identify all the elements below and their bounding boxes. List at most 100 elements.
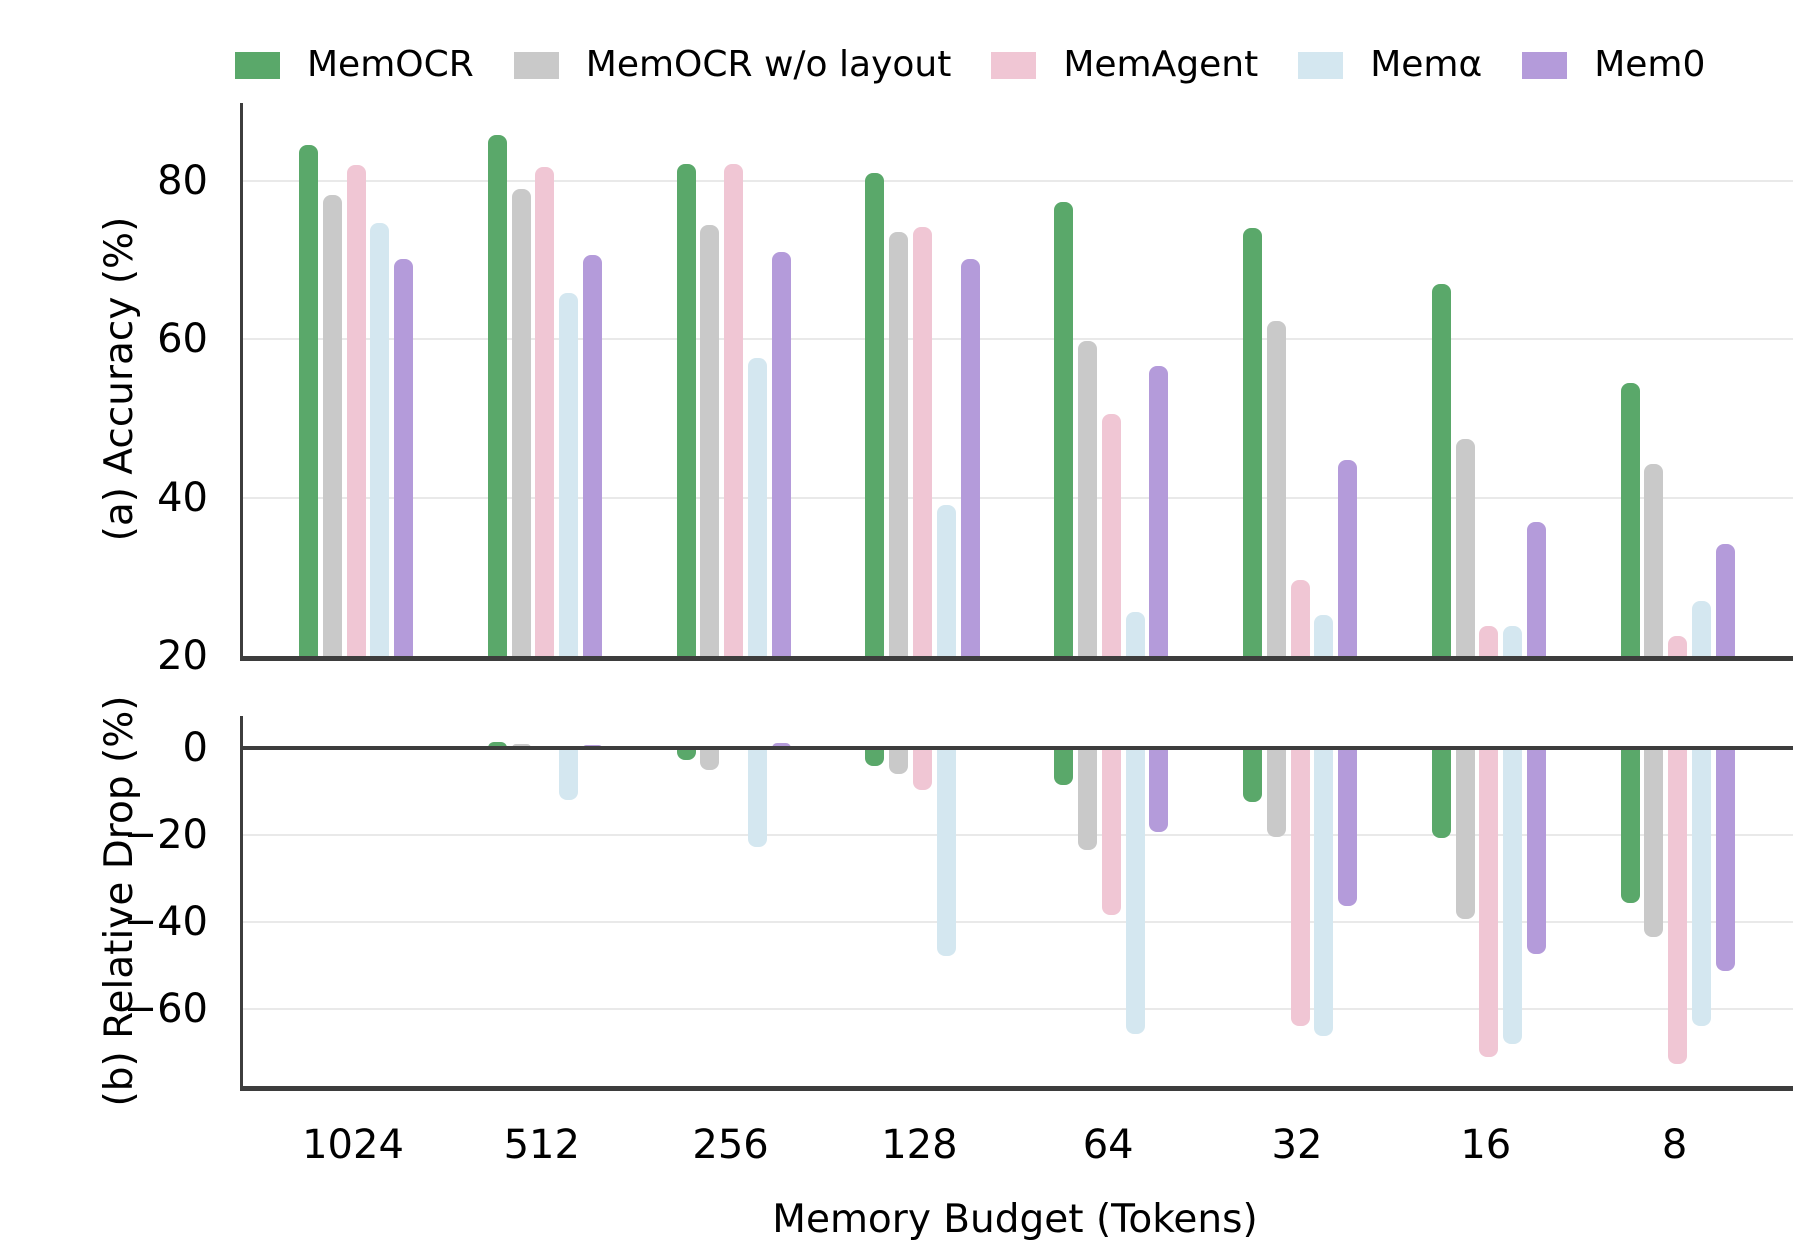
drop-bar-MemAgent-128 bbox=[912, 748, 932, 790]
accuracy-bar-Mem0-128 bbox=[960, 259, 980, 656]
legend-item-Mem0: Mem0 bbox=[1522, 47, 1705, 83]
accuracy-bar-Memα-32 bbox=[1314, 614, 1334, 656]
legend-swatch-icon bbox=[1298, 51, 1344, 79]
accuracy-bar-Mem0-8 bbox=[1715, 543, 1735, 656]
drop-bar-MemOCR-8 bbox=[1620, 748, 1640, 903]
accuracy-bar-MemOCR w/o layout-64 bbox=[1077, 340, 1097, 656]
drop-bar-Memα-8 bbox=[1691, 748, 1711, 1026]
accuracy-bar-Mem0-16 bbox=[1526, 522, 1546, 656]
legend-swatch-icon bbox=[235, 51, 280, 79]
gridline bbox=[243, 921, 1793, 924]
y-tick-label: 0 bbox=[182, 725, 208, 772]
drop-bar-MemOCR-128 bbox=[865, 748, 885, 767]
accuracy-bar-Mem0-64 bbox=[1149, 366, 1169, 656]
accuracy-bar-MemOCR w/o layout-512 bbox=[511, 188, 531, 656]
accuracy-bar-MemAgent-32 bbox=[1290, 580, 1310, 656]
accuracy-bar-Mem0-512 bbox=[582, 255, 602, 656]
drop-bar-MemOCR w/o layout-16 bbox=[1455, 748, 1475, 920]
drop-bar-Memα-32 bbox=[1314, 748, 1334, 1037]
accuracy-bar-MemAgent-256 bbox=[724, 163, 744, 656]
legend-swatch-icon bbox=[1522, 51, 1568, 79]
accuracy-bar-MemOCR w/o layout-16 bbox=[1455, 439, 1475, 656]
drop-bar-Memα-64 bbox=[1125, 748, 1145, 1034]
x-tick-label-128: 128 bbox=[881, 1122, 958, 1168]
accuracy-panel bbox=[240, 103, 1793, 661]
accuracy-bar-MemOCR w/o layout-32 bbox=[1266, 321, 1286, 656]
drop-bar-MemOCR-256 bbox=[676, 748, 696, 761]
drop-bar-MemOCR-32 bbox=[1242, 748, 1262, 803]
accuracy-bar-MemOCR-32 bbox=[1242, 228, 1262, 656]
x-tick-label-16: 16 bbox=[1460, 1122, 1512, 1168]
drop-bar-MemOCR w/o layout-8 bbox=[1644, 748, 1664, 938]
accuracy-bar-MemOCR-8 bbox=[1620, 382, 1640, 656]
accuracy-bar-MemOCR-256 bbox=[676, 163, 696, 656]
drop-bar-MemOCR-64 bbox=[1054, 748, 1074, 785]
drop-bar-Memα-256 bbox=[747, 748, 767, 848]
x-tick-label-512: 512 bbox=[503, 1122, 580, 1168]
x-tick-label-8: 8 bbox=[1661, 1122, 1688, 1168]
legend-item-MemOCR w/o layout: MemOCR w/o layout bbox=[513, 44, 952, 85]
accuracy-bar-MemOCR w/o layout-8 bbox=[1644, 464, 1664, 656]
accuracy-bar-MemAgent-128 bbox=[912, 226, 932, 656]
legend-label: MemOCR w/o layout bbox=[585, 44, 952, 85]
legend-item-Memα: Memα bbox=[1298, 47, 1482, 83]
accuracy-bar-MemOCR w/o layout-128 bbox=[889, 231, 909, 656]
drop-bar-Mem0-64 bbox=[1149, 748, 1169, 833]
accuracy-bar-MemOCR-1024 bbox=[298, 145, 318, 656]
x-tick-label-1024: 1024 bbox=[302, 1122, 404, 1168]
accuracy-bar-Memα-16 bbox=[1503, 625, 1523, 656]
accuracy-bar-Mem0-32 bbox=[1338, 460, 1358, 656]
drop-bar-Memα-128 bbox=[936, 748, 956, 956]
drop-bar-Memα-16 bbox=[1503, 748, 1523, 1045]
drop-bar-Memα-512 bbox=[559, 748, 579, 800]
drop-bar-MemOCR-16 bbox=[1431, 748, 1451, 839]
accuracy-bar-MemOCR-16 bbox=[1431, 283, 1451, 656]
accuracy-bar-MemOCR-512 bbox=[487, 135, 507, 656]
drop-bar-MemAgent-16 bbox=[1479, 748, 1499, 1057]
accuracy-bar-Memα-1024 bbox=[370, 222, 390, 656]
legend-label: MemAgent bbox=[1063, 44, 1259, 85]
accuracy-bar-Mem0-1024 bbox=[394, 259, 414, 656]
drop-bar-MemOCR w/o layout-512 bbox=[511, 743, 531, 749]
accuracy-bar-MemOCR-64 bbox=[1054, 201, 1074, 656]
legend-item-MemOCR: MemOCR bbox=[235, 47, 474, 83]
gridline bbox=[243, 496, 1793, 499]
accuracy-bar-MemOCR w/o layout-1024 bbox=[322, 195, 342, 656]
y-tick-label: 80 bbox=[157, 157, 208, 204]
legend-label: Mem0 bbox=[1594, 44, 1706, 85]
drop-bar-Mem0-16 bbox=[1526, 748, 1546, 955]
x-tick-label-256: 256 bbox=[692, 1122, 769, 1168]
drop-bar-MemOCR w/o layout-128 bbox=[889, 748, 909, 774]
drop-bar-MemOCR w/o layout-256 bbox=[700, 748, 720, 770]
accuracy-bar-Memα-8 bbox=[1691, 600, 1711, 656]
accuracy-bar-MemOCR w/o layout-256 bbox=[700, 225, 720, 656]
accuracy-bar-MemAgent-1024 bbox=[346, 165, 366, 656]
accuracy-bar-Memα-256 bbox=[747, 357, 767, 656]
y-tick-label: −40 bbox=[123, 899, 208, 946]
accuracy-bar-MemAgent-64 bbox=[1101, 413, 1121, 656]
drop-bar-MemAgent-32 bbox=[1290, 748, 1310, 1026]
accuracy-bar-Memα-64 bbox=[1125, 611, 1145, 656]
drop-bar-MemOCR-512 bbox=[487, 741, 507, 749]
legend-label: Memα bbox=[1370, 44, 1483, 85]
drop-axis-label: (b) Relative Drop (%) bbox=[97, 695, 142, 1107]
gridline bbox=[243, 179, 1793, 182]
gridline bbox=[243, 834, 1793, 837]
accuracy-bar-Memα-512 bbox=[559, 293, 579, 656]
legend-label: MemOCR bbox=[307, 44, 474, 85]
drop-bar-Mem0-256 bbox=[771, 742, 791, 749]
drop-bar-MemOCR w/o layout-64 bbox=[1077, 748, 1097, 851]
drop-bar-MemOCR w/o layout-32 bbox=[1266, 748, 1286, 837]
drop-bar-MemAgent-64 bbox=[1101, 748, 1121, 915]
accuracy-bar-MemAgent-512 bbox=[535, 166, 555, 656]
drop-bar-Mem0-32 bbox=[1338, 748, 1358, 906]
y-tick-label: 20 bbox=[157, 633, 208, 679]
x-tick-label-64: 64 bbox=[1082, 1122, 1134, 1168]
accuracy-bar-Memα-128 bbox=[936, 504, 956, 656]
relative-drop-panel bbox=[240, 716, 1793, 1091]
legend-swatch-icon bbox=[513, 51, 559, 79]
accuracy-bar-MemAgent-8 bbox=[1668, 636, 1688, 656]
x-axis-label: Memory Budget (Tokens) bbox=[772, 1197, 1258, 1242]
legend-swatch-icon bbox=[991, 51, 1037, 79]
